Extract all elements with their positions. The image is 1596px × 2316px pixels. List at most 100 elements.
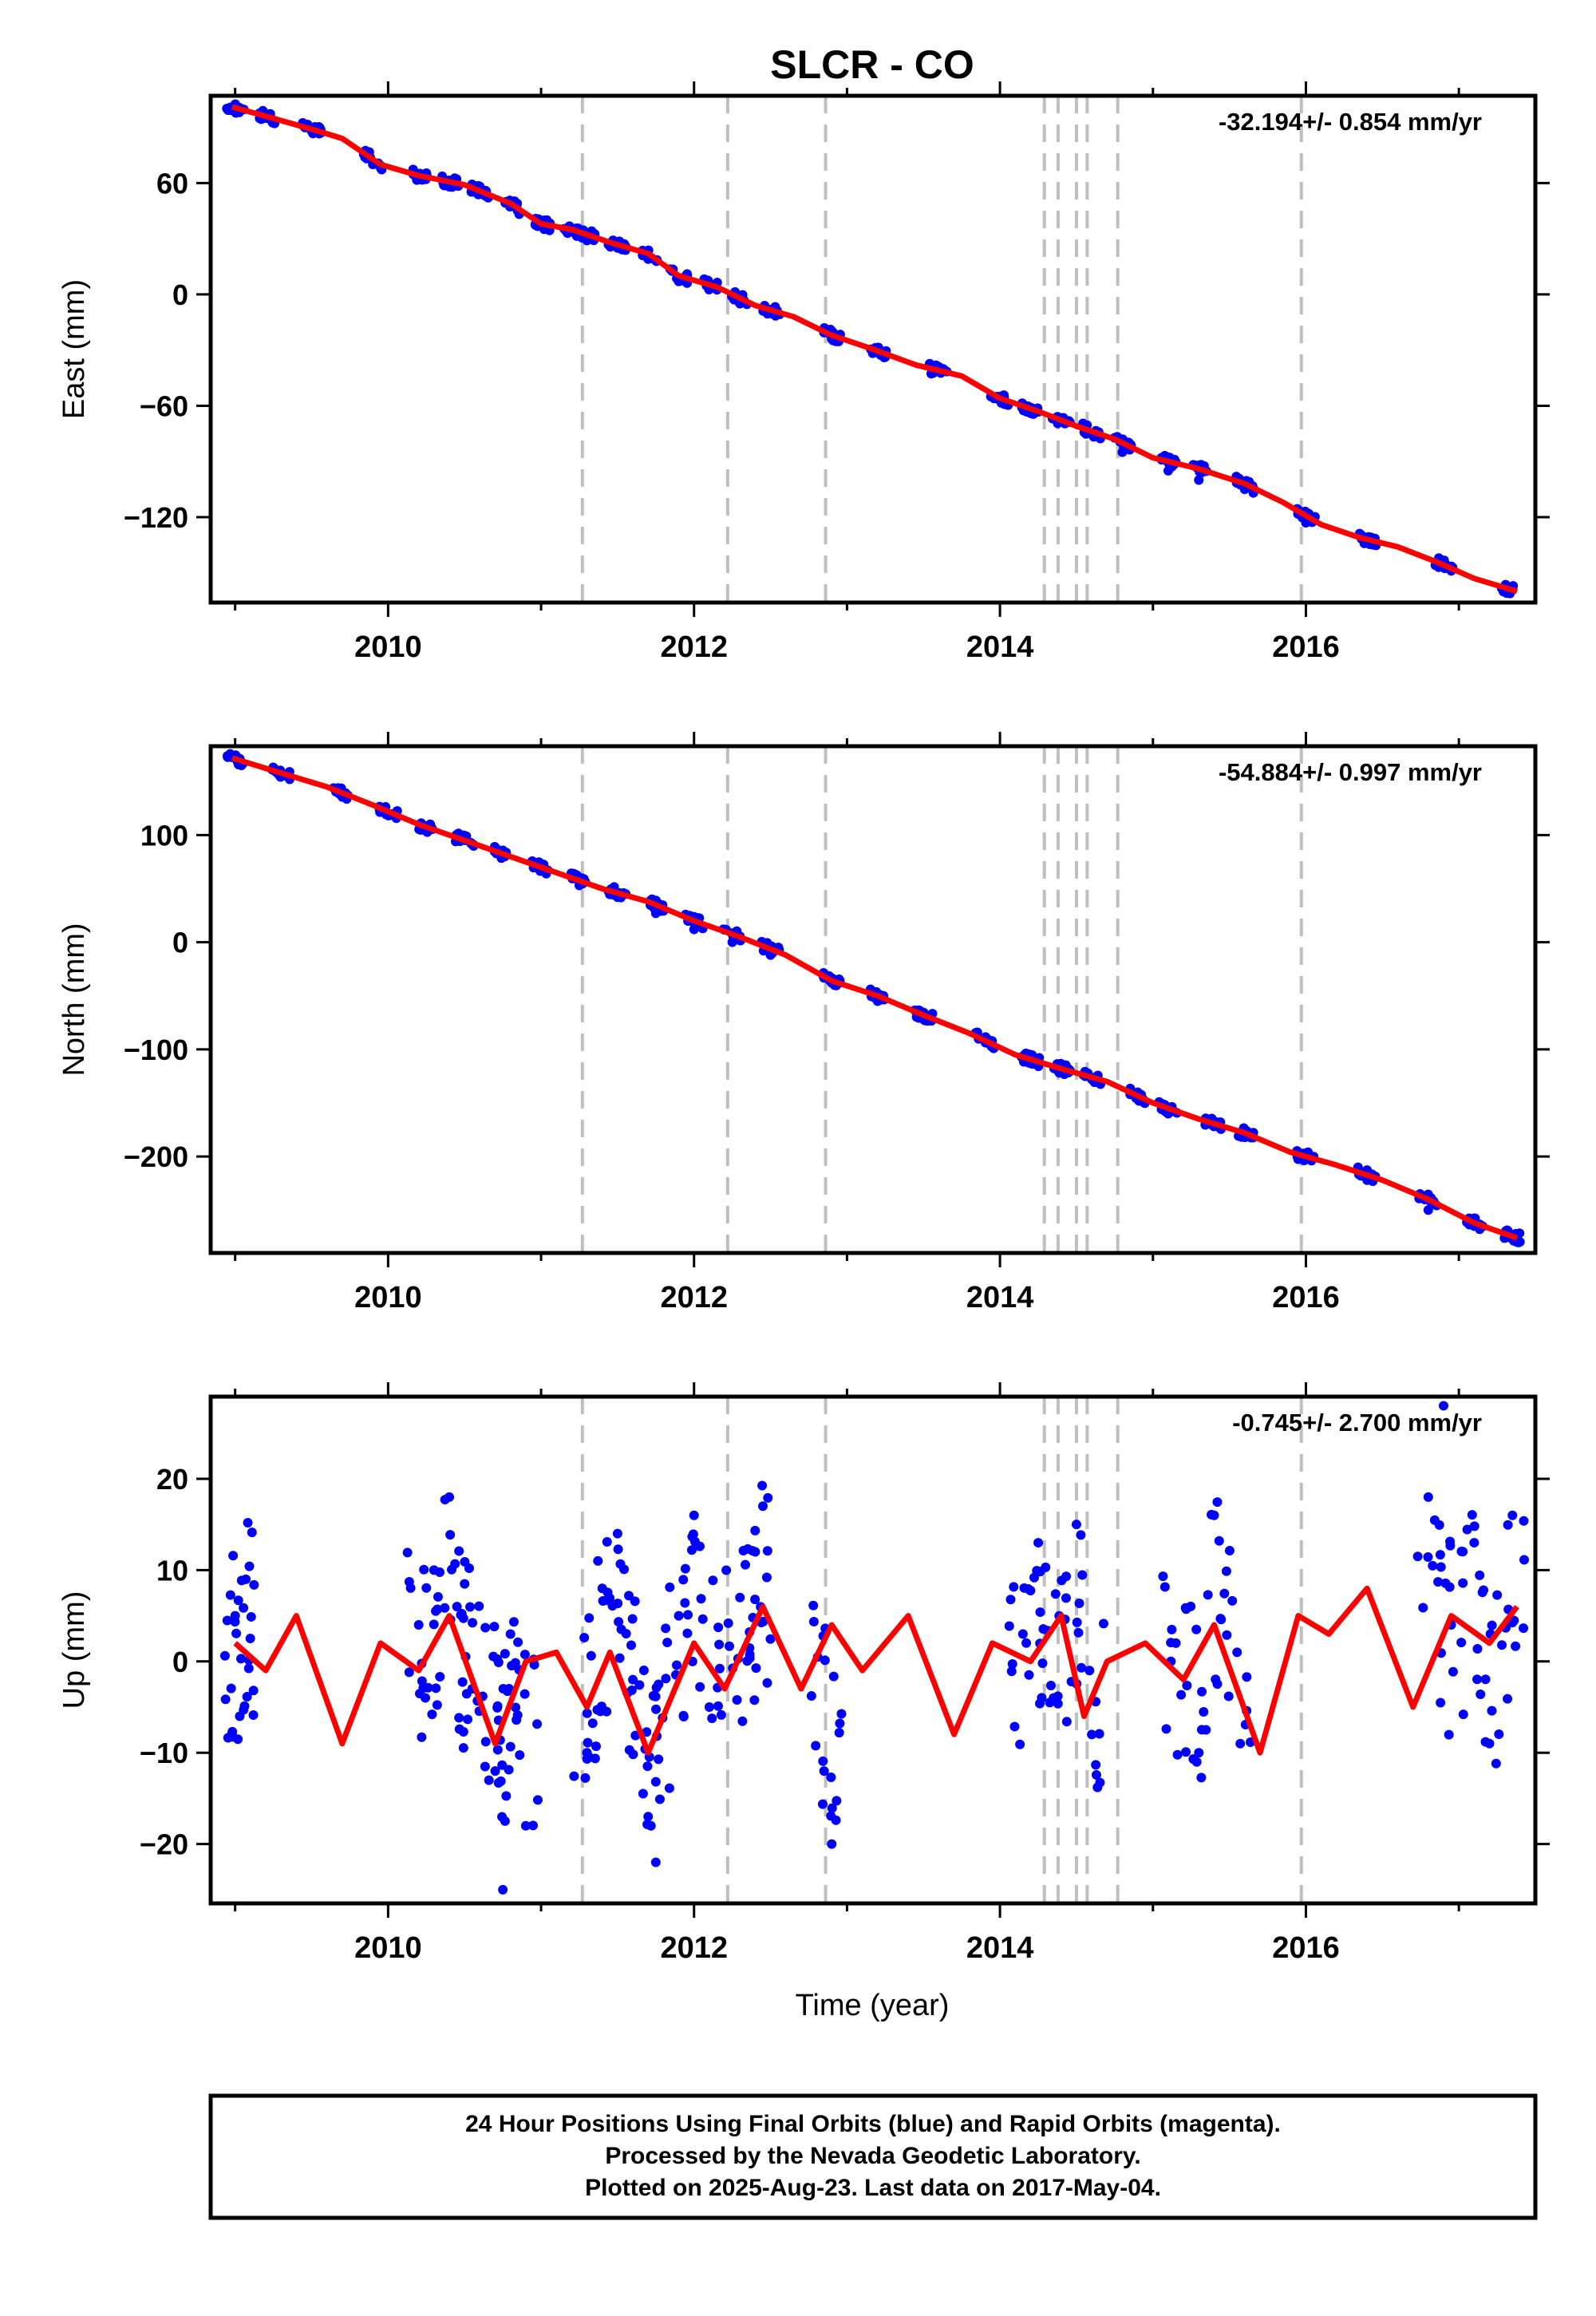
data-point	[626, 1640, 636, 1650]
data-point	[1199, 1706, 1209, 1717]
data-point	[598, 1596, 608, 1607]
data-point	[686, 1545, 697, 1555]
data-point	[532, 1719, 543, 1729]
data-point	[820, 1655, 830, 1666]
data-point	[504, 1765, 514, 1775]
data-point	[1507, 1510, 1518, 1520]
data-point	[689, 1510, 699, 1520]
data-point	[1074, 1599, 1084, 1609]
data-point	[1428, 1560, 1438, 1571]
data-point	[716, 1709, 726, 1720]
data-point	[750, 1525, 760, 1535]
data-point	[1491, 1758, 1501, 1769]
data-point	[762, 1546, 772, 1556]
data-point	[569, 1771, 579, 1781]
data-point	[236, 1575, 247, 1586]
data-point	[1091, 1770, 1101, 1780]
model-curve	[231, 104, 1519, 595]
data-point	[638, 1665, 649, 1675]
data-point	[464, 1563, 474, 1574]
data-point	[1445, 1536, 1456, 1547]
data-point	[1035, 1607, 1045, 1618]
data-point	[662, 1638, 673, 1648]
data-point	[765, 1634, 776, 1644]
data-point	[515, 1750, 525, 1761]
data-point	[492, 1702, 503, 1713]
data-point	[1091, 1760, 1101, 1770]
data-point	[468, 1618, 478, 1628]
data-point	[417, 1676, 427, 1686]
data-point	[628, 1749, 638, 1760]
y-tick-label: 0	[172, 279, 188, 311]
data-point	[223, 105, 233, 116]
data-point	[1458, 1709, 1468, 1720]
data-point	[661, 1674, 671, 1684]
data-point	[1429, 1515, 1440, 1525]
data-point	[1017, 1629, 1028, 1639]
y-tick-label: −20	[140, 1828, 188, 1861]
data-point	[1519, 1623, 1529, 1634]
x-tick-label: 2012	[660, 1931, 728, 1965]
data-point	[1456, 1638, 1467, 1648]
y-axis-label: Up (mm)	[57, 1591, 91, 1709]
data-point	[433, 1591, 443, 1602]
x-tick-label: 2010	[354, 1931, 422, 1965]
x-tick-label: 2016	[1272, 630, 1340, 664]
data-point	[808, 1616, 819, 1626]
y-tick-label: −200	[124, 1140, 188, 1173]
data-point	[489, 1622, 500, 1632]
data-point	[1076, 1530, 1086, 1540]
y-tick-label: 10	[156, 1554, 188, 1587]
y-axis-label: East (mm)	[57, 279, 91, 419]
data-point	[243, 1663, 254, 1674]
data-point	[480, 1622, 491, 1633]
y-tick-label: 0	[172, 927, 188, 959]
x-axis-label: Time (year)	[796, 1989, 950, 2022]
data-point	[1497, 1640, 1507, 1650]
data-point	[431, 1683, 441, 1694]
data-point	[582, 1708, 592, 1718]
data-point	[415, 1689, 425, 1699]
data-point	[1476, 1690, 1486, 1700]
data-point	[680, 1598, 690, 1608]
data-point	[404, 1577, 414, 1587]
data-point	[1161, 1724, 1171, 1734]
data-point	[757, 1501, 768, 1512]
data-point	[1418, 1603, 1428, 1613]
data-point	[1448, 1666, 1458, 1677]
data-point	[498, 1884, 508, 1895]
data-point	[695, 1682, 705, 1692]
data-point	[519, 1650, 530, 1660]
data-point	[227, 1726, 238, 1737]
data-point	[248, 1709, 259, 1720]
data-point	[480, 1761, 490, 1772]
data-point	[630, 1596, 640, 1607]
data-point	[661, 1623, 671, 1634]
data-point	[1194, 1748, 1204, 1758]
data-point	[1477, 1587, 1487, 1598]
data-point	[614, 1653, 625, 1663]
data-point	[680, 1563, 690, 1574]
data-point	[1511, 1641, 1521, 1651]
data-point	[602, 1536, 612, 1547]
data-point	[1167, 1624, 1177, 1634]
data-point	[811, 1741, 821, 1751]
data-point	[1412, 1551, 1423, 1562]
data-point	[1021, 1638, 1032, 1648]
data-point	[228, 1551, 239, 1561]
y-tick-label: −10	[140, 1737, 188, 1769]
data-point	[1221, 1566, 1231, 1576]
data-point	[1181, 1747, 1191, 1757]
data-point	[1436, 1697, 1446, 1708]
model-curve	[233, 1585, 1519, 1756]
data-point	[429, 1619, 439, 1630]
data-point	[586, 1650, 596, 1661]
y-tick-label: 100	[140, 819, 188, 852]
data-point	[484, 1775, 494, 1785]
data-point	[496, 1776, 506, 1786]
data-point	[235, 1654, 246, 1664]
data-point	[1053, 1698, 1063, 1709]
data-point	[226, 1683, 236, 1694]
data-point	[1242, 1672, 1252, 1682]
